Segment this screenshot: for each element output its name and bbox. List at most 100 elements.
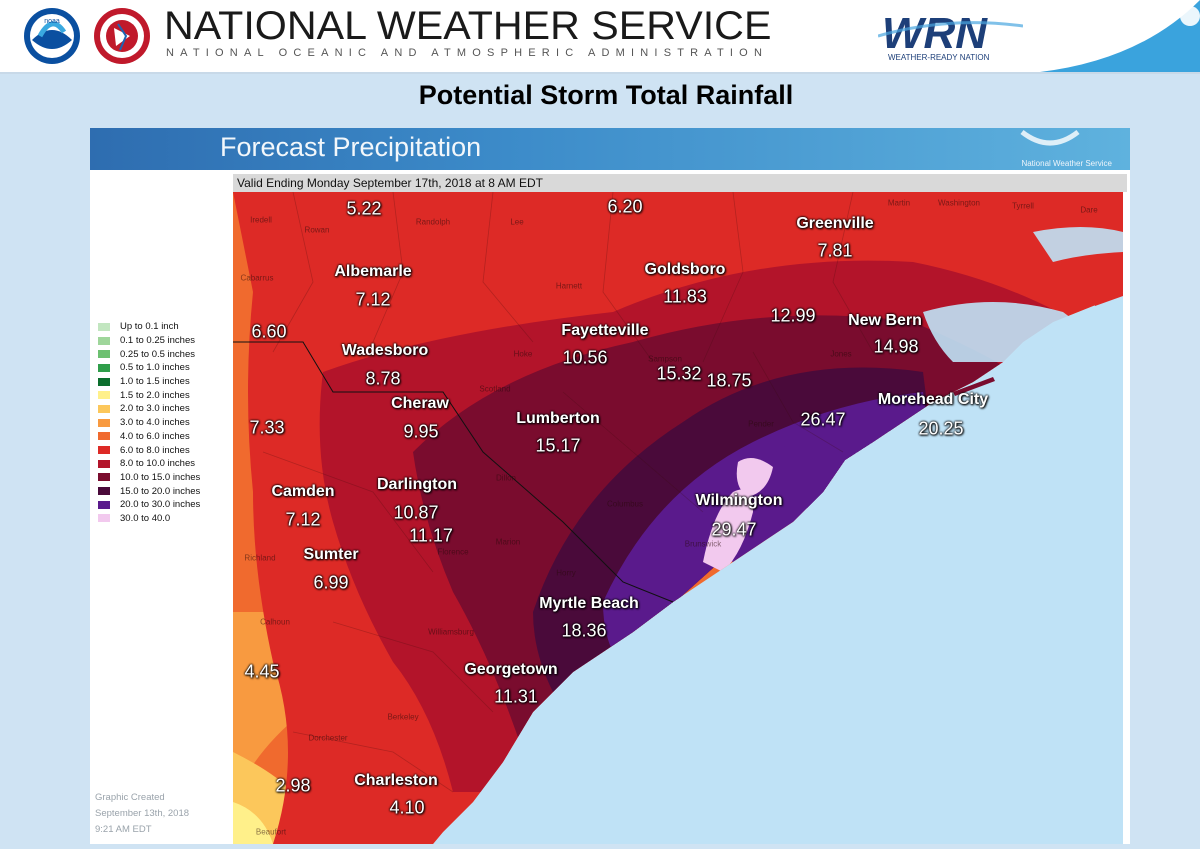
county-label: Sampson xyxy=(648,354,682,364)
rainfall-value: 7.12 xyxy=(355,289,391,310)
rainfall-value: 2.98 xyxy=(275,775,311,796)
legend-swatch xyxy=(98,391,110,400)
rainfall-value: 4.45 xyxy=(244,661,280,682)
county-label: Berkeley xyxy=(387,712,419,722)
org-subtitle: NATIONAL OCEANIC AND ATMOSPHERIC ADMINIS… xyxy=(166,47,769,59)
rainfall-map-svg xyxy=(233,191,1123,844)
legend-label: 0.25 to 0.5 inches xyxy=(120,348,195,360)
legend-item: 8.0 to 10.0 inches xyxy=(98,457,200,471)
city-label: Albemarle xyxy=(334,263,412,280)
county-label: Martin xyxy=(887,198,911,208)
city-label: Georgetown xyxy=(464,661,558,678)
wrn-tagline: WEATHER-READY NATION xyxy=(888,53,990,62)
legend-label: 0.5 to 1.0 inches xyxy=(120,362,190,374)
noaa-logo-icon: noaa xyxy=(24,8,80,64)
legend-swatch xyxy=(98,487,110,496)
site-header: noaa NATIONAL WEATHER SERVICE NATIONAL O… xyxy=(0,0,1200,74)
county-label: Dare xyxy=(1080,205,1098,215)
legend-item: 1.5 to 2.0 inches xyxy=(98,388,200,402)
city-label: Cheraw xyxy=(391,395,449,412)
county-label: Dorchester xyxy=(308,733,348,743)
legend: Up to 0.1 inch 0.1 to 0.25 inches 0.25 to … xyxy=(98,320,200,525)
city-label: Charleston xyxy=(354,772,438,789)
city-label: Goldsboro xyxy=(644,261,726,278)
county-label: Iredell xyxy=(250,215,272,225)
city-label: Sumter xyxy=(303,546,359,563)
legend-label: 8.0 to 10.0 inches xyxy=(120,458,195,470)
legend-swatch xyxy=(98,377,110,386)
county-label: Columbus xyxy=(606,499,644,509)
legend-item: 3.0 to 4.0 inches xyxy=(98,416,200,430)
svg-text:WRN: WRN xyxy=(882,9,988,58)
county-label: Jones xyxy=(830,349,852,359)
nws-banner-logo-icon xyxy=(1020,129,1080,146)
city-label: Greenville xyxy=(796,215,874,232)
rainfall-map: Iredell Rowan Randolph Lee Harnett Hoke … xyxy=(233,191,1123,844)
forecast-panel: Forecast Precipitation National Weather … xyxy=(90,128,1130,844)
county-label: Williamsburg xyxy=(428,627,474,637)
rainfall-value: 6.20 xyxy=(607,196,643,217)
county-label: Pender xyxy=(748,419,774,429)
rainfall-value: 11.83 xyxy=(663,286,707,307)
county-label: Harnett xyxy=(555,281,583,291)
rainfall-value: 15.17 xyxy=(535,435,581,456)
legend-swatch xyxy=(98,322,110,331)
legend-item: 1.0 to 1.5 inches xyxy=(98,375,200,389)
county-label: Washington xyxy=(938,198,980,208)
city-label: Morehead City xyxy=(877,391,989,408)
legend-label: 15.0 to 20.0 inches xyxy=(120,485,201,497)
city-label: Wadesboro xyxy=(341,342,429,359)
panel-banner: Forecast Precipitation National Weather … xyxy=(90,128,1130,170)
rainfall-value: 10.87 xyxy=(393,502,439,523)
legend-swatch xyxy=(98,350,110,359)
legend-item: 2.0 to 3.0 inches xyxy=(98,402,200,416)
wrn-logo-icon: WRN xyxy=(878,9,1023,58)
legend-label: 1.0 to 1.5 inches xyxy=(120,376,190,388)
legend-label: 10.0 to 15.0 inches xyxy=(120,471,201,483)
county-label: Florence xyxy=(437,547,469,557)
rainfall-value: 11.31 xyxy=(494,686,538,707)
rainfall-value: 14.98 xyxy=(873,336,919,357)
rainfall-value: 12.99 xyxy=(770,305,816,326)
legend-label: 0.1 to 0.25 inches xyxy=(120,335,195,347)
org-title: NATIONAL WEATHER SERVICE xyxy=(164,4,772,48)
legend-item: 0.1 to 0.25 inches xyxy=(98,334,200,348)
legend-label: Up to 0.1 inch xyxy=(120,321,179,333)
county-label: Scotland xyxy=(479,384,511,394)
city-label: Lumberton xyxy=(516,410,600,427)
legend-item: 0.5 to 1.0 inches xyxy=(98,361,200,375)
county-label: Rowan xyxy=(304,225,330,235)
legend-swatch xyxy=(98,336,110,345)
rainfall-value: 8.78 xyxy=(365,368,401,389)
legend-label: 20.0 to 30.0 inches xyxy=(120,499,201,511)
legend-item: 10.0 to 15.0 inches xyxy=(98,471,200,485)
legend-swatch xyxy=(98,432,110,441)
legend-swatch xyxy=(98,514,110,523)
legend-swatch xyxy=(98,473,110,482)
legend-label: 3.0 to 4.0 inches xyxy=(120,417,190,429)
county-label: Randolph xyxy=(415,217,451,227)
rainfall-value: 26.47 xyxy=(800,409,846,430)
corner-swoosh xyxy=(1040,0,1200,72)
legend-item: 4.0 to 6.0 inches xyxy=(98,430,200,444)
valid-time: Valid Ending Monday September 17th, 2018… xyxy=(233,174,1127,192)
legend-swatch xyxy=(98,446,110,455)
legend-swatch xyxy=(98,459,110,468)
legend-item: Up to 0.1 inch xyxy=(98,320,200,334)
rainfall-value: 11.17 xyxy=(409,525,453,546)
county-label: Tyrrell xyxy=(1012,201,1034,211)
rainfall-value: 4.10 xyxy=(389,797,425,818)
county-label: Lee xyxy=(510,217,524,227)
banner-title: Forecast Precipitation xyxy=(220,132,482,162)
city-label: Myrtle Beach xyxy=(539,595,639,612)
city-label: New Bern xyxy=(848,312,922,329)
legend-item: 15.0 to 20.0 inches xyxy=(98,484,200,498)
svg-text:noaa: noaa xyxy=(44,18,60,25)
county-label: Brunswick xyxy=(684,539,722,549)
legend-item: 30.0 to 40.0 xyxy=(98,512,200,526)
county-label: Marion xyxy=(495,537,521,547)
legend-label: 4.0 to 6.0 inches xyxy=(120,430,190,442)
legend-label: 1.5 to 2.0 inches xyxy=(120,389,190,401)
county-label: Hoke xyxy=(513,349,533,359)
county-label: Dillon xyxy=(495,473,517,483)
